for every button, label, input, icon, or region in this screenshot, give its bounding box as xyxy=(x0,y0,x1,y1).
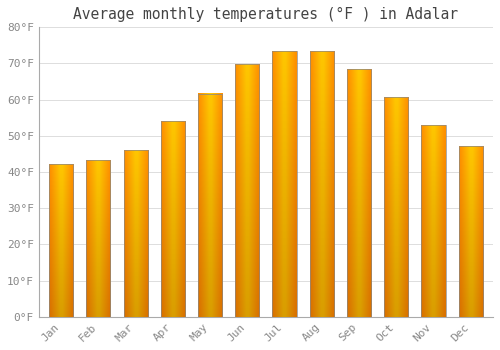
Bar xyxy=(86,160,110,317)
Bar xyxy=(124,150,148,317)
Bar xyxy=(160,121,185,317)
Bar xyxy=(310,51,334,317)
Bar xyxy=(49,164,73,317)
Bar xyxy=(384,98,408,317)
Bar xyxy=(347,69,371,317)
Bar xyxy=(458,146,483,317)
Title: Average monthly temperatures (°F ) in Adalar: Average monthly temperatures (°F ) in Ad… xyxy=(74,7,458,22)
Bar xyxy=(272,51,296,317)
Bar xyxy=(198,93,222,317)
Bar xyxy=(235,64,260,317)
Bar xyxy=(422,125,446,317)
